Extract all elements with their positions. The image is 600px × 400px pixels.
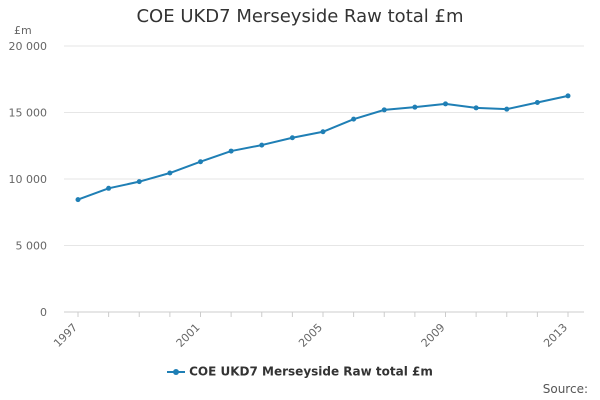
data-point [381,107,387,113]
x-tick-label: 1997 [51,321,80,350]
y-axis-tick-labels: 0 5 000 10 000 15 000 20 000 [9,40,48,319]
data-point [351,116,357,122]
x-tick-label: 2001 [174,321,203,350]
data-point [412,104,418,110]
data-point [198,159,203,165]
data-point [534,100,540,106]
y-tick-label: 0 [40,306,47,319]
y-tick-label: 5 000 [16,240,48,253]
x-axis: 1997 2001 2005 2009 2013 [51,312,570,350]
data-point [289,135,295,141]
data-point [473,105,479,111]
gridlines [64,45,584,313]
y-axis-unit-label: £m [14,24,32,37]
data-point [443,101,448,107]
x-tick-label: 2009 [419,321,448,350]
data-point [167,170,173,176]
chart-title: COE UKD7 Merseyside Raw total £m [136,6,464,27]
data-point [320,129,326,135]
data-point [75,197,81,203]
x-tick-label: 2013 [541,321,570,350]
data-point [504,106,510,112]
data-point [106,185,112,191]
x-tick-label: 2005 [296,321,325,350]
source-label: Source: [542,382,588,396]
data-point [136,179,142,185]
y-tick-label: 15 000 [9,107,48,120]
legend[interactable]: COE UKD7 Merseyside Raw total £m [0,364,600,379]
series-group [75,93,571,203]
y-tick-label: 10 000 [9,173,48,186]
data-point [565,93,571,99]
data-point [228,148,234,154]
legend-swatch-icon [167,367,186,377]
series-line [77,94,569,201]
y-tick-label: 20 000 [9,40,48,53]
legend-label: COE UKD7 Merseyside Raw total £m [189,364,433,379]
data-point [259,142,265,148]
